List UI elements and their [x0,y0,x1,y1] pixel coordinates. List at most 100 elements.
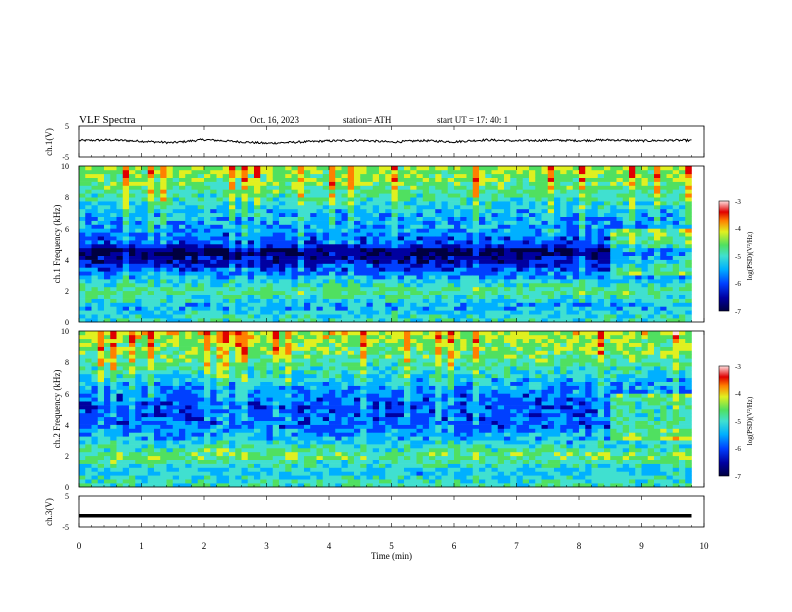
spectrogram-cell [104,483,111,488]
spectrogram-cell [129,255,136,260]
spectrogram-cell [622,290,630,295]
spectrogram-cell [247,185,255,190]
spectrogram-cell [141,448,149,453]
spectrogram-cell [122,451,130,457]
spectrogram-cell [535,314,542,319]
spectrogram-cell [229,283,236,288]
spectrogram-cell [254,279,261,284]
spectrogram-cell [210,279,217,284]
spectrogram-cell [160,298,167,303]
spectrogram-cell [391,306,399,311]
spectrogram-cell [660,251,667,256]
spectrogram-cell [79,471,86,476]
spectrogram-cell [472,205,480,210]
spectrogram-cell [447,173,455,178]
spectrogram-cell [504,255,511,260]
spectrogram-cell [79,267,86,272]
spectrogram-cell [666,173,674,178]
spectrogram-cell [154,334,161,340]
spectrogram-cell [272,201,280,206]
spectrogram-cell [679,232,686,237]
spectrogram-cell [166,471,174,476]
spectrogram-cell [229,448,236,453]
spectrogram-cell [397,283,405,288]
spectrogram-cell [529,169,536,175]
spectrogram-cell [122,420,130,425]
spectrogram-cell [629,228,636,233]
spectrogram-cell [635,212,642,217]
spectrogram-cell [529,294,536,299]
spectrogram-cell [404,228,411,233]
spectrogram-cell [391,244,399,249]
spectrogram-cell [172,189,180,194]
spectrogram-cell [166,294,174,299]
spectrogram-cell [197,389,205,394]
spectrogram-cell [522,193,530,198]
spectrogram-cell [304,169,311,175]
spectrogram-cell [266,318,274,323]
spectrogram-cell [479,173,486,178]
spectrogram-cell [97,247,105,253]
spectrogram-cell [460,232,467,237]
spectrogram-cell [216,169,224,175]
spectrogram-cell [241,197,249,202]
spectrogram-cell [85,208,92,214]
spectrogram-cell [316,318,324,323]
spectrogram-cell [135,459,142,464]
spectrogram-cell [147,197,155,202]
spectrogram-cell [579,177,586,182]
spectrogram-cell [522,294,530,299]
spectrogram-cell [185,342,192,347]
spectrogram-cell [247,173,255,178]
spectrogram-cell [554,314,561,319]
spectrogram-cell [429,185,436,190]
spectrogram-cell [104,263,111,268]
spectrogram-cell [160,459,167,464]
spectrogram-cell [197,247,205,253]
spectrogram-cell [672,216,680,221]
spectrogram-cell [179,444,186,449]
spectrogram-cell [560,169,567,175]
spectrogram-cell [229,479,236,484]
spectrogram-cell [622,193,630,198]
spectrogram-cell [454,240,461,245]
spectrogram-cell [629,306,636,311]
spectrogram-cell [654,166,661,171]
spectrogram-cell [504,228,511,233]
spectrogram-cell [97,416,105,421]
spectrogram-cell [191,424,199,429]
spectrogram-cell [310,294,317,299]
spectrogram-cell [516,286,524,292]
spectrogram-cell [216,259,224,264]
spectrogram-cell [147,463,155,468]
spectrogram-cell [141,286,149,292]
spectrogram-cell [97,354,105,359]
spectrogram-cell [285,298,292,303]
spectrogram-cell [135,424,142,429]
spectrogram-cell [435,240,442,245]
spectrogram-cell [572,255,580,260]
spectrogram-cell [110,338,117,343]
spectrogram-cell [179,263,186,268]
spectrogram-cell [229,444,236,449]
spectrogram-cell [685,244,692,249]
spectrogram-cell [616,189,624,194]
spectrogram-cell [391,302,399,307]
spectrogram-cell [235,216,242,221]
spectrogram-cell [285,224,292,229]
spectrogram-cell [485,228,492,233]
spectrogram-cell [610,177,617,182]
spectrogram-cell [635,228,642,233]
spectrogram-cell [154,224,161,229]
spectrogram-cell [141,463,149,468]
spectrogram-cell [210,416,217,421]
spectrogram-cell [247,290,255,295]
spectrogram-cell [579,310,586,315]
spectrogram-cell [266,259,274,264]
spectrogram-cell [304,310,311,315]
spectrogram-cell [454,201,461,206]
spectrogram-cell [104,224,111,229]
spectrogram-cell [372,298,380,303]
spectrogram-cell [104,173,111,178]
spectrogram-cell [560,275,567,280]
